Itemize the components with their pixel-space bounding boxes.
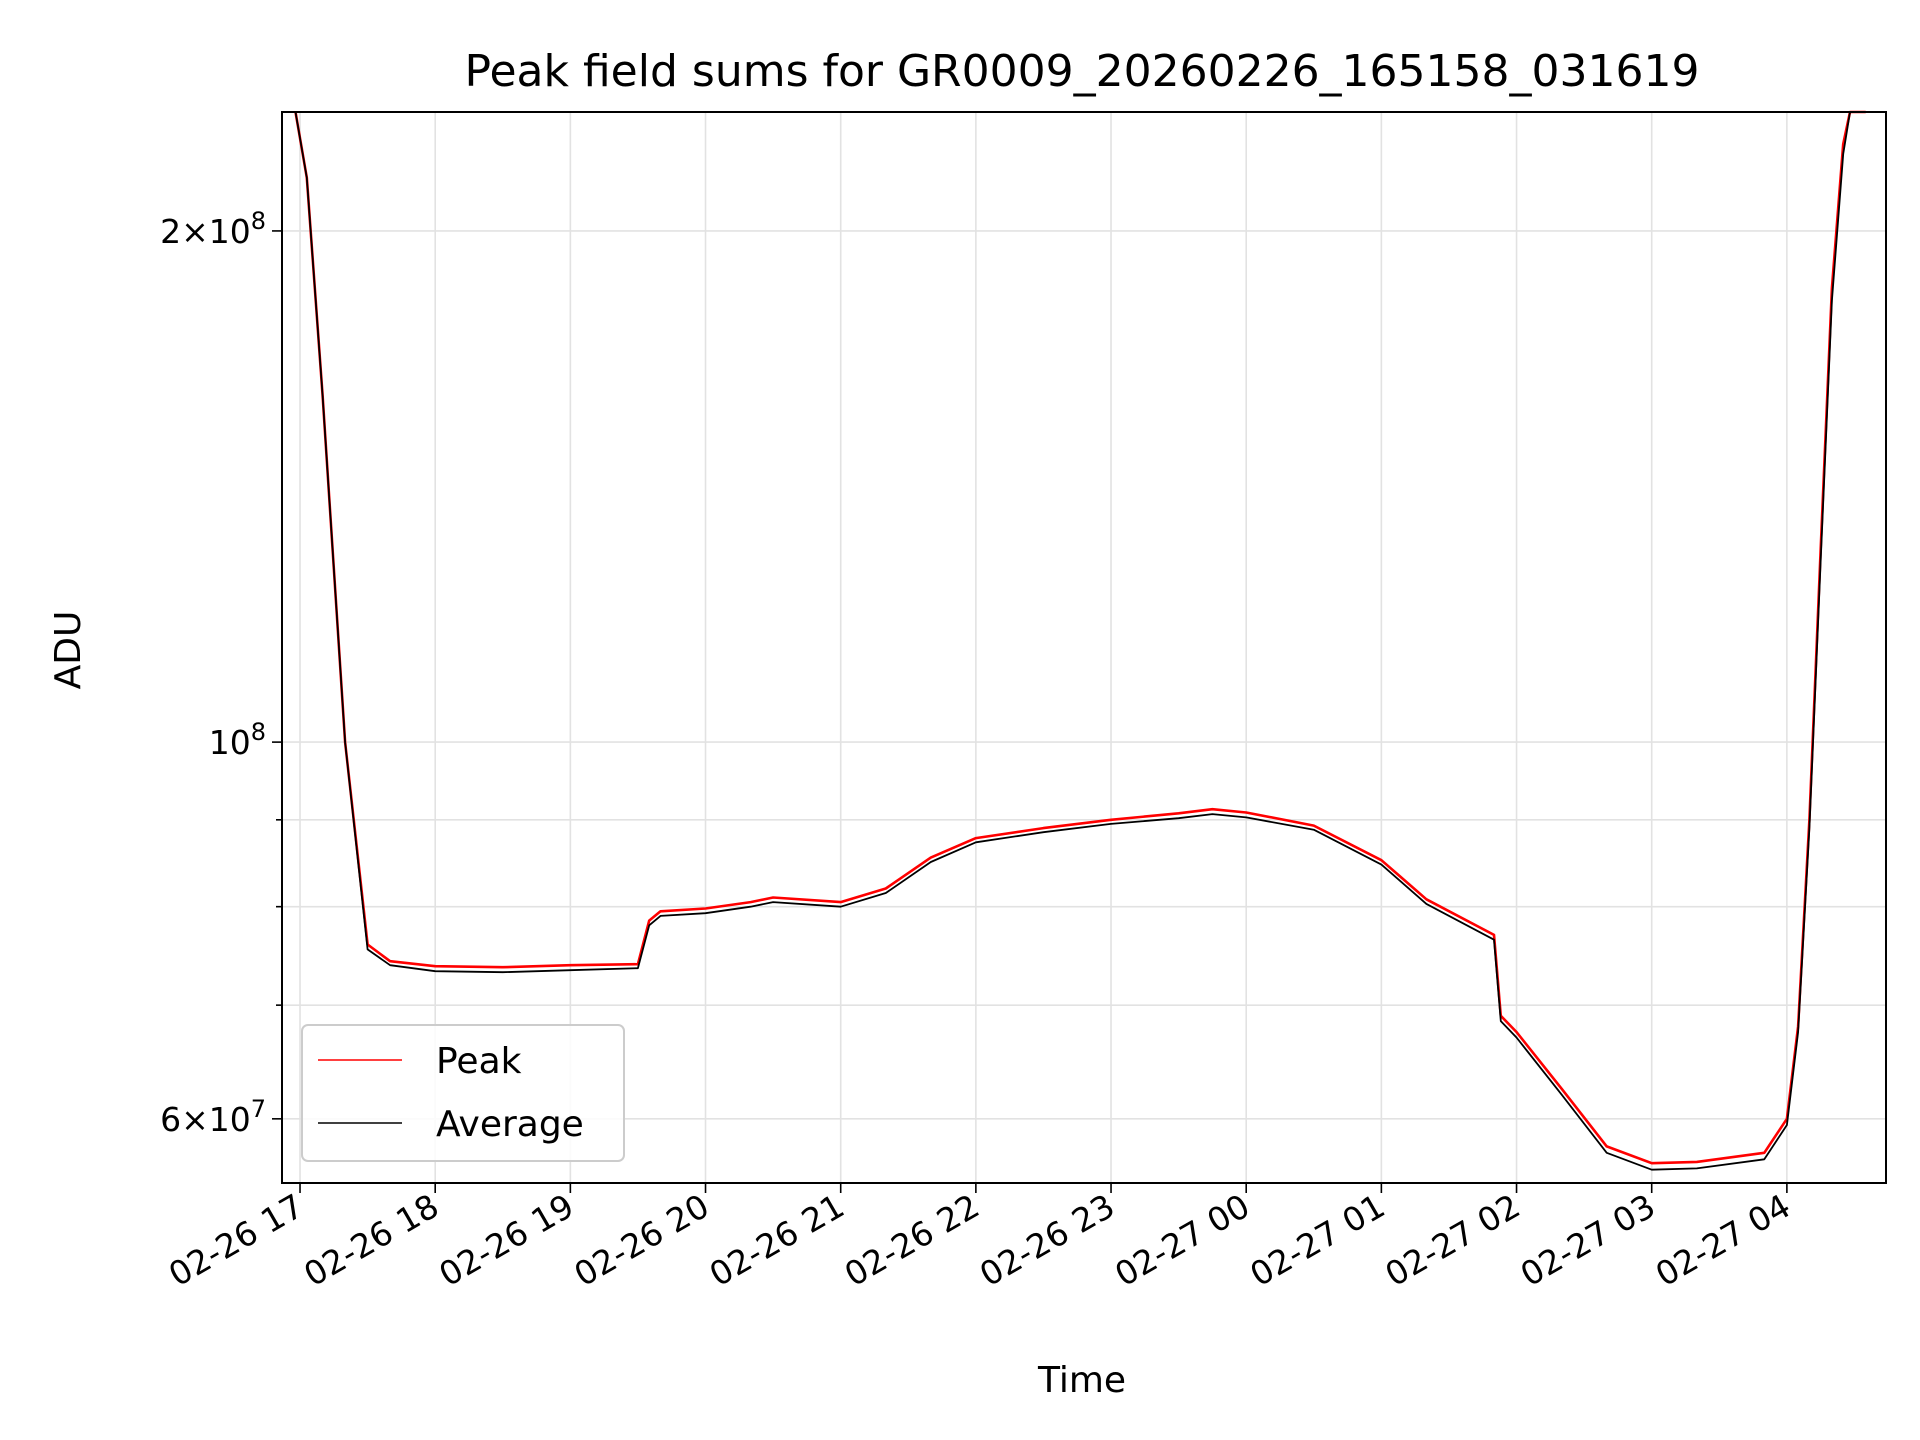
x-tick-label: 02-26 19 [432, 1186, 580, 1294]
plot-frame [281, 111, 1887, 1184]
y-tick-label: 2×108 [160, 207, 266, 251]
x-tick-label: 02-26 21 [703, 1186, 851, 1294]
x-tick-label: 02-27 02 [1379, 1186, 1527, 1294]
legend: Peak Average [301, 1024, 625, 1162]
x-tick-label: 02-27 01 [1243, 1186, 1391, 1294]
x-tick-label: 02-26 22 [838, 1186, 986, 1294]
y-tick-label: 6×107 [160, 1095, 266, 1139]
y-axis-label: ADU [48, 611, 89, 690]
x-tick-label: 02-26 17 [162, 1186, 310, 1294]
chart-title: Peak field sums for GR0009_20260226_1651… [465, 46, 1700, 97]
legend-label-average: Average [436, 1104, 584, 1145]
x-tick-label: 02-26 18 [297, 1186, 445, 1294]
legend-label-peak: Peak [436, 1041, 522, 1082]
y-tick-label: 108 [209, 718, 266, 762]
series-lines [294, 110, 1866, 1171]
series-line-average [294, 111, 1866, 1171]
x-axis-label: Time [1037, 1360, 1126, 1401]
x-tick-label: 02-26 23 [973, 1186, 1121, 1294]
legend-box [301, 1024, 625, 1162]
x-tick-label: 02-26 20 [568, 1186, 716, 1294]
x-tick-label: 02-27 03 [1514, 1186, 1662, 1294]
x-tick-label: 02-27 04 [1649, 1186, 1797, 1294]
x-tick-label: 02-27 00 [1108, 1186, 1256, 1294]
grid-lines [282, 112, 1886, 1183]
